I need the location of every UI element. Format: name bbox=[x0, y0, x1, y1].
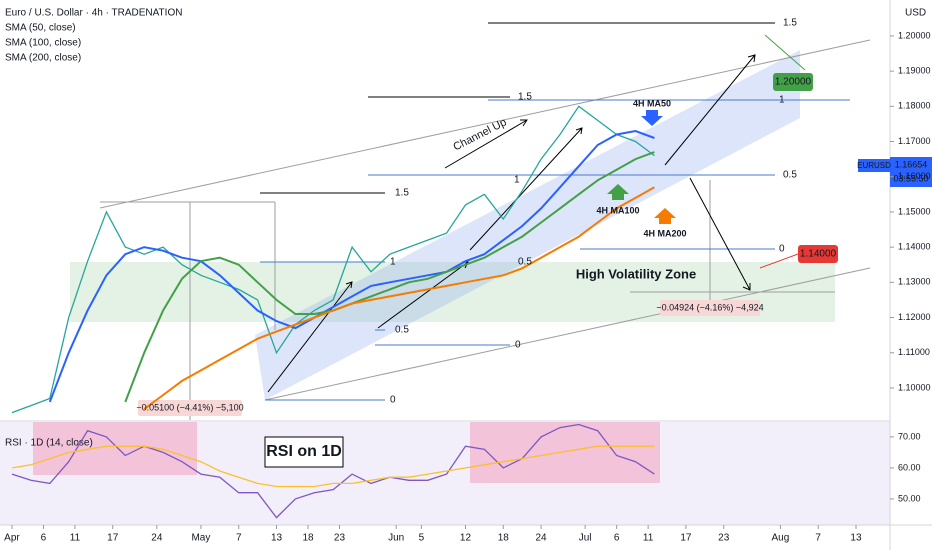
x-tick-label: 7 bbox=[236, 533, 242, 544]
trend-lines bbox=[99, 39, 871, 420]
y-tick-label: 1.10000 bbox=[898, 382, 931, 392]
y-tick-label: 1.13000 bbox=[898, 277, 931, 287]
fib-label: 0.5 bbox=[783, 170, 797, 181]
x-tick-label: 24 bbox=[535, 533, 547, 544]
y-tick-label: 1.11000 bbox=[898, 347, 930, 357]
fib-label: 0 bbox=[779, 244, 785, 255]
x-tick-label: May bbox=[191, 533, 210, 544]
chart-title: Euro / U.S. Dollar · 4h · TRADENATION bbox=[5, 8, 182, 19]
arrows bbox=[267, 34, 806, 393]
label-box bbox=[798, 245, 838, 263]
annotation: 4H MA50 bbox=[633, 98, 671, 108]
annotation: 03:55:50 bbox=[893, 173, 928, 183]
x-tick-label: 13 bbox=[850, 533, 862, 544]
series-line bbox=[143, 186, 655, 410]
x-tick-label: Jun bbox=[388, 533, 404, 544]
x-tick-label: 6 bbox=[41, 533, 47, 544]
axis-label: USD bbox=[905, 8, 926, 19]
series-line bbox=[11, 445, 655, 488]
fib-label: 0.5 bbox=[395, 325, 409, 336]
x-tick-label: 6 bbox=[614, 533, 620, 544]
label-box bbox=[660, 300, 760, 316]
annotation: −0.04924 (−4.16%) −4,924 bbox=[656, 302, 763, 312]
annotation: 1.20000 bbox=[775, 77, 812, 88]
label-box bbox=[773, 73, 813, 91]
annotation: 4H MA200 bbox=[643, 228, 686, 238]
annotation: −0.05100 (−4.41%) −5,100 bbox=[136, 402, 243, 412]
rsi-title: RSI · 1D (14, close) bbox=[5, 438, 93, 449]
channel bbox=[255, 50, 800, 400]
arrow-ma50 bbox=[641, 110, 663, 126]
y-tick-label: 1.15000 bbox=[898, 206, 931, 216]
annotation: 1.16654 bbox=[895, 159, 928, 169]
arrow-ma200 bbox=[654, 208, 676, 224]
annotation: 1.14000 bbox=[800, 249, 837, 260]
fib-label: 1.5 bbox=[783, 18, 797, 29]
legend-entry: SMA (100, close) bbox=[5, 38, 81, 49]
x-tick-label: Apr bbox=[4, 533, 20, 544]
x-tick-label: 23 bbox=[334, 533, 346, 544]
y-tick-label: 1.12000 bbox=[898, 312, 931, 322]
y-tick-label: 1.19000 bbox=[898, 65, 931, 75]
fib-label: 1 bbox=[514, 175, 520, 186]
label-box bbox=[264, 436, 344, 468]
x-tick-label: 18 bbox=[302, 533, 314, 544]
y-tick-label: 1.17000 bbox=[898, 136, 931, 146]
rsi-pane bbox=[0, 422, 890, 525]
y-tick-label: 50.00 bbox=[898, 493, 921, 503]
x-tick-label: 11 bbox=[643, 533, 654, 544]
price-box bbox=[890, 157, 932, 187]
x-tick-label: Jul bbox=[579, 533, 592, 544]
x-tick-label: 17 bbox=[680, 533, 692, 544]
series-line bbox=[11, 423, 655, 519]
x-tick-label: 17 bbox=[107, 533, 119, 544]
rsi-zone bbox=[470, 422, 660, 483]
y-tick-label: 60.00 bbox=[898, 462, 921, 472]
fib-label: 1.5 bbox=[518, 92, 532, 103]
fib-label: 1.5 bbox=[395, 188, 409, 199]
annotation: RSI on 1D bbox=[266, 443, 342, 460]
y-tick-label: 1.20000 bbox=[898, 30, 931, 40]
fib-label: 0 bbox=[390, 395, 396, 406]
x-tick-label: 7 bbox=[815, 533, 821, 544]
fib-label: 1 bbox=[390, 257, 396, 268]
fib-label: 1 bbox=[779, 95, 785, 106]
y-tick-label: 1.18000 bbox=[898, 101, 931, 111]
y-tick-label: 1.14000 bbox=[898, 242, 931, 252]
x-tick-label: 13 bbox=[271, 533, 283, 544]
legend-entry: SMA (50, close) bbox=[5, 23, 76, 34]
annotation: High Volatility Zone bbox=[576, 266, 696, 281]
x-tick-label: 18 bbox=[498, 533, 510, 544]
x-tick-label: 12 bbox=[460, 533, 472, 544]
x-tick-label: 23 bbox=[718, 533, 730, 544]
series-line bbox=[124, 151, 655, 403]
fib-label: 0.5 bbox=[518, 257, 532, 268]
x-tick-label: 24 bbox=[151, 533, 163, 544]
arrow-ma100 bbox=[607, 184, 629, 200]
symbol-label: EURUSD bbox=[857, 161, 891, 170]
y-tick-label: 1.16000 bbox=[898, 171, 931, 181]
series-line bbox=[48, 129, 655, 403]
rsi-zone bbox=[33, 422, 197, 475]
x-tick-label: 5 bbox=[419, 533, 425, 544]
fib-label: 0 bbox=[515, 340, 521, 351]
legend-entry: SMA (200, close) bbox=[5, 53, 81, 64]
symbol-box bbox=[858, 159, 890, 172]
x-tick-label: 11 bbox=[70, 533, 81, 544]
y-tick-label: 70.00 bbox=[898, 431, 921, 441]
label-box bbox=[138, 400, 242, 416]
series-line bbox=[11, 105, 655, 414]
x-tick-label: Aug bbox=[772, 533, 790, 544]
annotation: 4H MA100 bbox=[596, 205, 639, 215]
